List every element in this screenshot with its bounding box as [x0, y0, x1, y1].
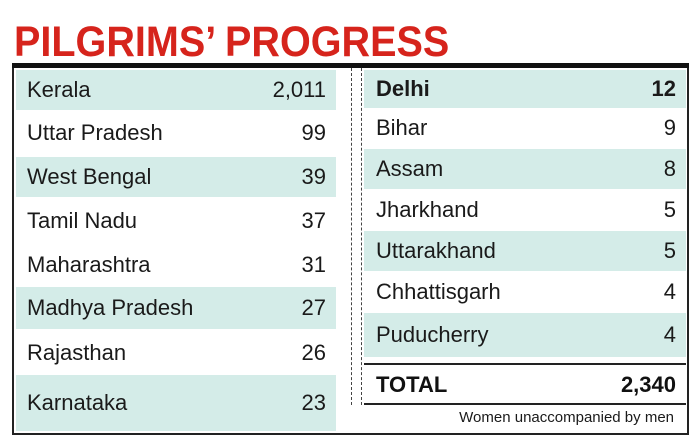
left-table-row: Uttar Pradesh 99 — [16, 113, 336, 153]
right-table-row: Assam 8 — [364, 149, 686, 189]
column-divider-left — [351, 68, 352, 405]
left-table-row: Karnataka 23 — [16, 375, 336, 431]
state-count: 26 — [301, 340, 326, 365]
note-rule — [364, 403, 686, 405]
footnote: Women unaccompanied by men — [459, 409, 674, 426]
state-name: Delhi — [376, 76, 430, 101]
state-count: 31 — [301, 252, 326, 277]
right-table-row: Jharkhand 5 — [364, 190, 686, 230]
title-rule — [12, 63, 689, 68]
state-name: Tamil Nadu — [27, 208, 138, 233]
total-row: TOTAL 2,340 — [364, 367, 686, 403]
state-count: 5 — [663, 197, 676, 222]
state-name: Jharkhand — [376, 197, 479, 222]
state-name: Uttarakhand — [376, 238, 496, 263]
state-name: Maharashtra — [27, 252, 151, 277]
state-name: Rajasthan — [27, 340, 127, 365]
state-count: 99 — [301, 120, 326, 145]
state-name: Bihar — [376, 115, 428, 140]
state-count: 39 — [301, 164, 326, 189]
total-value: 2,340 — [620, 372, 676, 397]
state-count: 8 — [663, 156, 676, 181]
total-label: TOTAL — [376, 372, 448, 397]
table-frame — [12, 68, 689, 435]
chart-title: PILGRIMS’ PROGRESS — [14, 18, 450, 66]
state-name: Madhya Pradesh — [27, 295, 194, 320]
state-count: 23 — [301, 390, 326, 415]
left-table-row: Madhya Pradesh 27 — [16, 287, 336, 329]
state-count: 12 — [651, 76, 676, 101]
state-name: Karnataka — [27, 390, 128, 415]
right-table-row: Bihar 9 — [364, 108, 686, 148]
state-count: 37 — [301, 208, 326, 233]
left-table-row: West Bengal 39 — [16, 157, 336, 197]
state-name: Uttar Pradesh — [27, 120, 163, 145]
left-table-row: Tamil Nadu 37 — [16, 201, 336, 241]
column-divider-right — [361, 68, 362, 405]
right-table-row: Puducherry 4 — [364, 313, 686, 357]
state-count: 9 — [663, 115, 676, 140]
state-name: Kerala — [27, 77, 91, 102]
left-table-row: Maharashtra 31 — [16, 245, 336, 285]
right-table-row: Delhi 12 — [364, 70, 686, 108]
state-count: 4 — [663, 322, 676, 347]
state-count: 5 — [663, 238, 676, 263]
state-name: Assam — [376, 156, 444, 181]
state-count: 4 — [663, 279, 676, 304]
right-table-row: Chhattisgarh 4 — [364, 272, 686, 312]
state-name: Chhattisgarh — [376, 279, 501, 304]
right-table-row: Uttarakhand 5 — [364, 231, 686, 271]
state-count: 2,011 — [272, 77, 326, 102]
state-name: Puducherry — [376, 322, 489, 347]
state-name: West Bengal — [27, 164, 152, 189]
state-count: 27 — [301, 295, 326, 320]
left-table-row: Kerala 2,011 — [16, 70, 336, 110]
total-rule — [364, 363, 686, 365]
left-table-row: Rajasthan 26 — [16, 333, 336, 373]
